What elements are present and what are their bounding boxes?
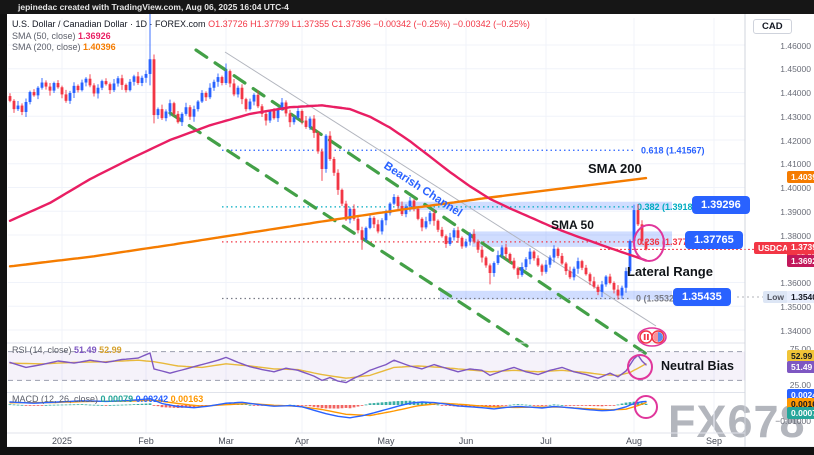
legend-rsi-name: RSI (14, close) [12,345,72,355]
pane-axis-tick: 25.00 [789,379,811,390]
title-bar-text: jepinedac created with TradingView.com, … [18,2,289,12]
price-axis-tick: 1.45000 [780,64,811,75]
highlight-circle-marker[interactable] [627,354,653,380]
sma200-annotation[interactable]: SMA 200 [588,161,642,176]
time-axis-month-label: Sep [705,436,723,446]
legend-macd-row[interactable]: MACD (12, 26, close) 0.00079 0.00242 0.0… [12,394,203,404]
price-axis-tick: 1.41000 [780,159,811,170]
price-axis-tick: 1.35000 [780,301,811,312]
fib-level-label[interactable]: 0.618 (1.41567) [641,145,705,155]
fx678-watermark: FX678 [668,396,806,447]
legend-macd-name: MACD (12, 26, close) [12,394,99,404]
legend-symbol-title: U.S. Dollar / Canadian Dollar · 1D · FOR… [12,19,206,29]
fib-level-label[interactable]: 0.382 (1.39184) [637,202,701,212]
price-axis-tick: 1.40000 [780,183,811,193]
legend-sma50-row[interactable]: SMA (50, close) 1.36926 [12,31,111,41]
price-axis-tick: 1.38000 [780,230,811,241]
legend-macd-hist-value: 0.00079 [100,394,134,404]
legend-rsi-row[interactable]: RSI (14, close) 51.49 52.99 [12,345,122,355]
legend-rsi-ma-value: 52.99 [99,345,122,355]
lower-zone-price-tag[interactable]: 1.35435 [673,288,731,306]
price-axis-tick: 1.36000 [780,278,811,288]
rsi-axis-tag: 52.99 [787,350,814,362]
price-axis[interactable]: 1.46000 1.45000 1.44000 1.43000 1.42000 1.410… [745,14,814,447]
price-axis-tick: 1.39000 [780,206,811,217]
price-axis-tick: 1.44000 [780,88,811,98]
rsi-axis-tag: 51.49 [787,361,814,373]
legend-macd-value: 0.00242 [135,394,169,404]
highlight-circle-marker[interactable] [634,395,658,419]
pane-axis-tick: 75.00 [789,343,811,354]
bottom-edge-strip [0,447,814,455]
price-axis-tick: 1.46000 [780,40,811,51]
legend-sma50-name: SMA (50, close) [12,30,76,41]
legend-sma200-row[interactable]: SMA (200, close) 1.40396 [12,42,116,52]
price-axis-tick: 1.43000 [780,111,811,122]
fib-level-label[interactable]: 0 (1.35326) [636,294,682,304]
mid-zone-price-tag[interactable]: 1.37765 [685,231,743,249]
sma50-annotation[interactable]: SMA 50 [551,218,594,232]
upper-zone-price-tag[interactable]: 1.39296 [692,196,750,214]
left-edge-strip [0,14,7,447]
legend-rsi-value: 51.49 [74,345,97,355]
time-axis-month-label: May [377,436,395,446]
legend-macd-signal-value: 0.00163 [170,394,204,404]
time-axis-month-label: Jun [458,436,474,446]
time-axis-month-label: 2025 [51,436,73,446]
legend-symbol-row[interactable]: U.S. Dollar / Canadian Dollar · 1D · FOR… [12,19,530,29]
time-axis-month-label: Feb [138,436,154,446]
fib-level-label[interactable]: 0.236 (1.37709) [637,237,701,247]
time-axis-month-label: Jul [540,436,552,446]
time-axis-month-label: Aug [625,436,643,446]
time-axis[interactable]: 2025 Feb Mar Apr May Jun Jul Aug Sep [0,433,814,447]
legend-ohlc-values: O1.37726 H1.37799 L1.37355 C1.37396 −0.0… [208,19,451,29]
time-axis-month-label: Mar [218,436,234,446]
title-bar: jepinedac created with TradingView.com, … [0,0,814,14]
axis-currency-chip[interactable]: CAD [753,19,792,34]
legend-sma50-value: 1.36926 [78,30,111,41]
legend-sma200-name: SMA (200, close) [12,42,81,52]
chart-plot-svg: 0.618 (1.41567) 0.382 (1.39184) 0.236 (1.3… [0,14,814,447]
sma200-axis-tag: 1.40396 [787,171,814,183]
price-axis-tick: 1.34000 [780,325,811,336]
macd-axis-tag: 0.00079 [787,407,814,419]
lateral-range-annotation[interactable]: Lateral Range [627,264,713,279]
legend-sma200-value: 1.40396 [83,42,116,52]
low-axis-value: 1.35401 [787,291,814,303]
legend-change-2: −0.00342 (−0.25%) [452,19,530,29]
highlight-circle-marker[interactable] [633,224,665,262]
time-axis-month-label: Apr [294,436,310,446]
chart-canvas[interactable]: 0.618 (1.41567) 0.382 (1.39184) 0.236 (1.3… [0,14,814,447]
neutral-bias-annotation[interactable]: Neutral Bias [661,359,734,373]
low-axis-chip: Low [763,291,788,303]
pane-axis-tick: −0.01000 [775,415,811,426]
price-axis-tick: 1.42000 [780,135,811,146]
sma50-axis-tag: 1.36926 [787,255,814,267]
